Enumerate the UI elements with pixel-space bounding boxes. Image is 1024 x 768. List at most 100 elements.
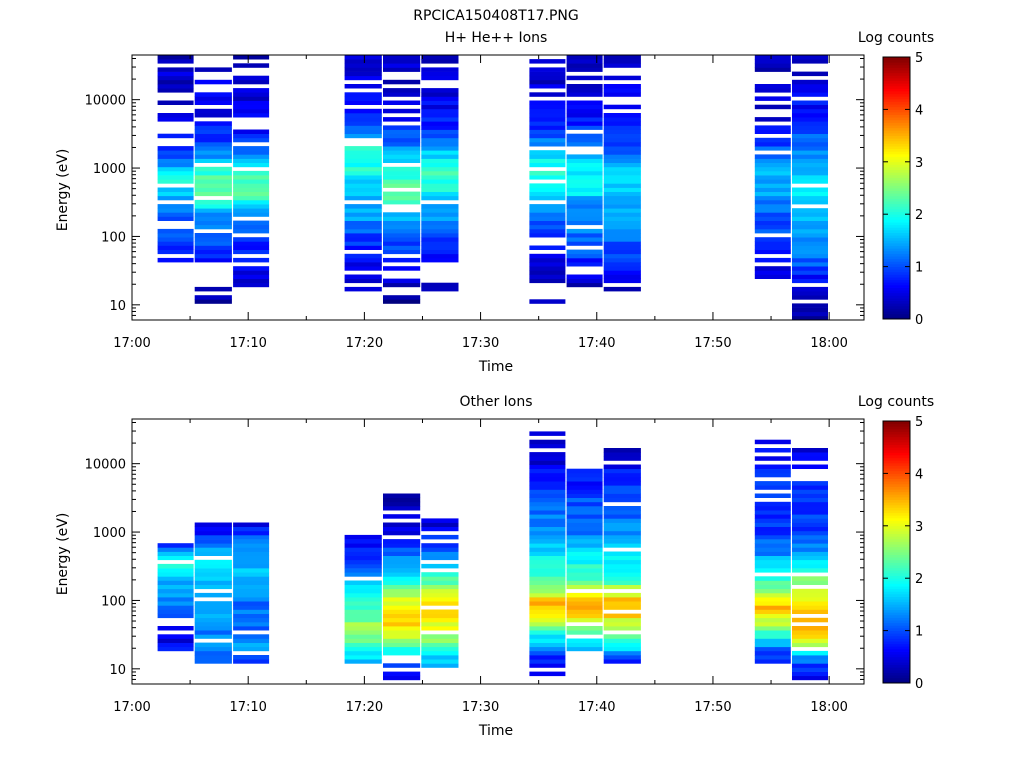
colorbar-step bbox=[883, 177, 910, 181]
x-axis-label: Time bbox=[478, 359, 513, 375]
heatmap-cell bbox=[194, 659, 232, 664]
heatmap-cell bbox=[529, 588, 566, 594]
heatmap-cell bbox=[603, 117, 641, 122]
colorbar-step bbox=[883, 489, 910, 493]
heatmap-cell bbox=[383, 493, 421, 498]
heatmap-cell bbox=[529, 555, 566, 561]
heatmap-cell bbox=[754, 588, 791, 594]
colorbar-step bbox=[883, 119, 910, 123]
colorbar-step bbox=[883, 101, 910, 105]
heatmap-cell bbox=[421, 551, 459, 556]
heatmap-cell bbox=[792, 576, 828, 581]
heatmap-cell bbox=[566, 195, 603, 201]
colorbar-step bbox=[883, 167, 910, 171]
heatmap-cell bbox=[566, 477, 603, 482]
heatmap-cell bbox=[603, 584, 641, 590]
heatmap-cell bbox=[421, 183, 459, 188]
heatmap-cell bbox=[344, 208, 382, 213]
heatmap-cell bbox=[233, 113, 270, 118]
heatmap-cell bbox=[792, 671, 828, 677]
heatmap-cell bbox=[603, 605, 641, 610]
heatmap-cell bbox=[421, 237, 459, 242]
heatmap-cell bbox=[566, 262, 603, 267]
heatmap-cell bbox=[529, 266, 566, 271]
heatmap-cell bbox=[566, 530, 603, 536]
x-tick-label: 17:10 bbox=[229, 336, 266, 351]
colorbar-step bbox=[883, 491, 910, 495]
colorbar-step bbox=[883, 510, 910, 514]
heatmap-cell bbox=[194, 630, 232, 635]
x-ticks: 17:00 17:10 17:20 17:30 17:40 17:50 18:00 bbox=[113, 419, 848, 715]
heatmap-cell bbox=[233, 79, 270, 85]
heatmap-cell bbox=[529, 650, 566, 656]
heatmap-cell bbox=[792, 162, 828, 168]
heatmap-cell bbox=[383, 142, 421, 147]
heatmap-cell bbox=[157, 245, 194, 250]
colorbar-step bbox=[883, 308, 910, 312]
heatmap-cell bbox=[529, 477, 566, 482]
colorbar-tick-label: 5 bbox=[915, 51, 923, 66]
heatmap-cell bbox=[792, 530, 828, 536]
heatmap-cell bbox=[603, 84, 641, 89]
heatmap-cell bbox=[754, 125, 791, 130]
heatmap-cell bbox=[529, 75, 566, 81]
heatmap-cell bbox=[603, 245, 641, 250]
colorbar-step bbox=[883, 224, 910, 228]
heatmap-cell bbox=[383, 605, 421, 610]
heatmap-cell bbox=[344, 59, 382, 64]
heatmap-cell bbox=[233, 584, 270, 590]
heatmap-cell bbox=[754, 439, 791, 445]
heatmap-cell bbox=[792, 274, 828, 279]
heatmap-cell bbox=[421, 547, 459, 552]
heatmap-cell bbox=[383, 55, 421, 60]
heatmap-cell bbox=[792, 642, 828, 648]
heatmap-cell bbox=[194, 547, 232, 552]
colorbar-step bbox=[883, 633, 910, 637]
heatmap-cell bbox=[383, 183, 421, 188]
heatmap-cell bbox=[792, 522, 828, 527]
heatmap-cell bbox=[603, 539, 641, 544]
colorbar-step bbox=[883, 525, 910, 529]
heatmap-cell bbox=[421, 121, 459, 126]
heatmap-cell bbox=[529, 253, 566, 259]
x-tick-label: 17:00 bbox=[113, 700, 150, 715]
colorbar-step bbox=[883, 148, 910, 152]
heatmap-cell bbox=[566, 642, 603, 648]
colorbar-step bbox=[883, 460, 910, 464]
heatmap-cell bbox=[529, 79, 566, 85]
heatmap-cell bbox=[194, 133, 232, 139]
heatmap-cell bbox=[194, 92, 232, 97]
heatmap-cell bbox=[792, 146, 828, 151]
heatmap-cell bbox=[194, 286, 232, 292]
heatmap-cell bbox=[344, 154, 382, 159]
heatmap-cell bbox=[421, 191, 459, 197]
heatmap-cell bbox=[233, 104, 270, 110]
heatmap-cell bbox=[344, 568, 382, 573]
heatmap-cell bbox=[194, 179, 232, 184]
heatmap-cell bbox=[566, 278, 603, 284]
heatmap-cell bbox=[754, 584, 791, 590]
heatmap-cell bbox=[233, 158, 270, 163]
heatmap-cell bbox=[194, 634, 232, 639]
heatmap-cell bbox=[344, 183, 382, 188]
colorbar-step bbox=[883, 612, 910, 616]
heatmap-cell bbox=[157, 117, 194, 122]
heatmap-cell bbox=[603, 204, 641, 209]
heatmap-cell bbox=[344, 96, 382, 101]
heatmap-cell bbox=[529, 539, 566, 544]
heatmap-cell bbox=[603, 146, 641, 151]
heatmap-cell bbox=[421, 518, 459, 523]
heatmap-cell bbox=[566, 609, 603, 614]
colorbar-step bbox=[883, 607, 910, 611]
heatmap-cell bbox=[754, 88, 791, 93]
heatmap-cell bbox=[792, 266, 828, 271]
heatmap-cell bbox=[754, 642, 791, 648]
heatmap-cell bbox=[157, 88, 194, 93]
heatmap-cell bbox=[792, 295, 828, 300]
heatmap-cell bbox=[603, 220, 641, 226]
heatmap-cell bbox=[529, 481, 566, 486]
heatmap-cell bbox=[566, 605, 603, 610]
heatmap-cell bbox=[233, 257, 270, 263]
heatmap-cell bbox=[529, 518, 566, 523]
heatmap-cell bbox=[754, 621, 791, 627]
